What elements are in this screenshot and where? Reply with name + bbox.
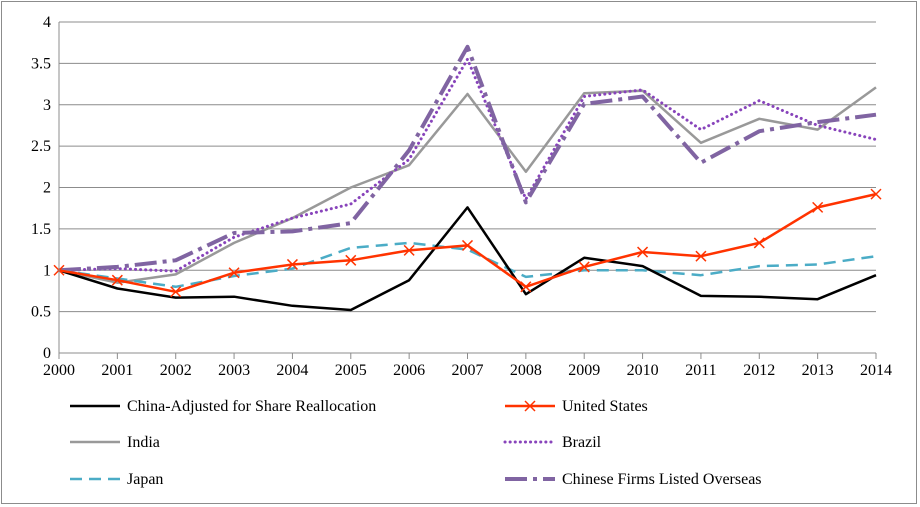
marker-united-states-2011 <box>695 250 707 262</box>
y-tick-label-3: 3 <box>43 97 51 114</box>
x-tick-label-2007: 2007 <box>452 362 484 379</box>
legend-item-brazil: Brazil <box>503 434 602 451</box>
x-tick-label-2013: 2013 <box>802 362 834 379</box>
legend-item-china-adjusted-for-share-reallocation: China-Adjusted for Share Reallocation <box>70 398 376 415</box>
x-tick-label-2006: 2006 <box>393 362 425 379</box>
x-tick-label-2012: 2012 <box>743 362 775 379</box>
legend-item-united-states: United States <box>505 398 648 415</box>
legend-label-united-states: United States <box>562 398 648 415</box>
x-tick-labels: 2000 2001 2002 2003 2004 2005 2006 2007 2008 2009… <box>43 362 892 379</box>
marker-united-states-2009 <box>578 261 590 273</box>
axes <box>58 22 877 359</box>
marker-united-states-2006 <box>403 244 415 256</box>
legend-label-japan: Japan <box>127 471 163 488</box>
marker-united-states-2008 <box>520 281 532 293</box>
marker-united-states-2013 <box>812 201 824 213</box>
series-line-brazil <box>57 57 878 273</box>
series-line-china-adjusted-for-share-reallocation <box>58 206 877 312</box>
x-tick-label-2009: 2009 <box>568 362 600 379</box>
x-tick-label-2011: 2011 <box>685 362 716 379</box>
legend-marker-united-states <box>524 400 536 412</box>
series-line-chinese-firms-listed-overseas <box>58 44 877 273</box>
y-tick-label-3.5: 3.5 <box>31 55 51 72</box>
marker-united-states-2010 <box>637 246 649 258</box>
x-tick-label-2008: 2008 <box>510 362 542 379</box>
series-line-india <box>58 86 877 284</box>
marker-united-states-2005 <box>345 254 357 266</box>
legend-item-chinese-firms-listed-overseas: Chinese Firms Listed Overseas <box>505 471 762 488</box>
y-tick-label-2.5: 2.5 <box>31 138 51 155</box>
x-tick-label-2004: 2004 <box>276 362 308 379</box>
y-tick-label-1: 1 <box>43 262 51 279</box>
y-tick-label-1.5: 1.5 <box>31 221 51 238</box>
marker-united-states-2004 <box>286 258 298 270</box>
x-tick-label-2003: 2003 <box>218 362 250 379</box>
legend-label-china-adjusted-for-share-reallocation: China-Adjusted for Share Reallocation <box>127 398 376 415</box>
series-markers <box>53 188 882 298</box>
x-tick-label-2002: 2002 <box>160 362 192 379</box>
x-tick-label-2000: 2000 <box>43 362 75 379</box>
marker-united-states-2002 <box>170 286 182 298</box>
marker-united-states-2003 <box>228 267 240 279</box>
y-tick-label-4: 4 <box>43 14 51 31</box>
x-tick-label-2005: 2005 <box>335 362 367 379</box>
x-tick-label-2010: 2010 <box>627 362 659 379</box>
series-line-japan <box>58 241 877 289</box>
marker-united-states-2014 <box>870 188 882 200</box>
legend-label-chinese-firms-listed-overseas: Chinese Firms Listed Overseas <box>562 471 762 488</box>
marker-united-states-2012 <box>753 237 765 249</box>
y-tick-label-0.5: 0.5 <box>31 304 51 321</box>
y-tick-label-0: 0 <box>43 345 51 362</box>
x-tick-label-2001: 2001 <box>101 362 133 379</box>
marker-united-states-2007 <box>461 239 474 251</box>
y-tick-labels: 0 0.5 1 1.5 2 2.5 3 3.5 4 <box>31 14 51 362</box>
marker-united-states-2001 <box>111 274 123 286</box>
legend-item-india: India <box>70 434 160 451</box>
legend-item-japan: Japan <box>70 471 163 488</box>
x-tick-label-2014: 2014 <box>860 362 892 379</box>
y-tick-label-2: 2 <box>43 180 51 197</box>
legend-label-india: India <box>127 434 160 451</box>
legend: China-Adjusted for Share Reallocation Uni… <box>70 398 762 488</box>
legend-label-brazil: Brazil <box>562 434 602 451</box>
series-lines <box>57 44 878 312</box>
